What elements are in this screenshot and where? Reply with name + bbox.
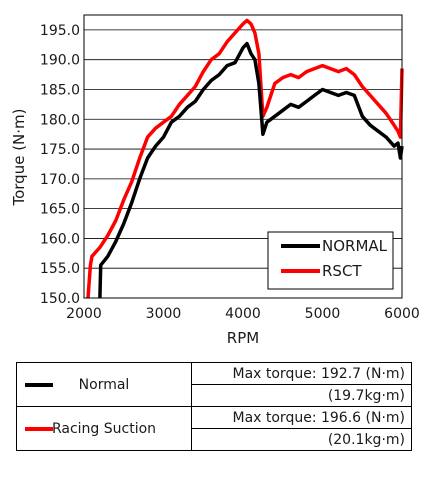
y-tick-label: 185.0 [40, 82, 80, 98]
y-tick-label: 190.0 [40, 53, 80, 69]
kg-value-normal: (19.7kg·m) [191, 384, 412, 407]
chart-gridlines [84, 29, 402, 269]
x-tick-label: 5000 [305, 306, 341, 322]
line-swatch-rsct [25, 426, 53, 431]
torque-summary-table: Normal Max torque: 192.7 (N·m) (19.7kg·m… [16, 362, 412, 451]
legend-label-normal: NORMAL [322, 237, 388, 255]
line-swatch-normal [25, 382, 53, 387]
summary-row-rsct: Racing Suction Max torque: 196.6 (N·m) [16, 406, 412, 451]
y-tick-label: 160.0 [40, 231, 80, 247]
summary-row-normal-kg: (19.7kg·m) [17, 384, 412, 407]
x-tick-labels: 2000 3000 4000 5000 6000 [66, 306, 420, 322]
legend-label-rsct: RSCT [322, 262, 362, 280]
x-tick-label: 2000 [66, 306, 102, 322]
summary-label-rsct: Racing Suction [51, 420, 157, 437]
summary-row-rsct-kg: (20.1kg·m) [17, 428, 412, 451]
x-axis-title: RPM [227, 329, 259, 347]
y-tick-label: 155.0 [40, 261, 80, 277]
y-axis-title: Torque (N·m) [10, 108, 28, 206]
plot-area-frame [83, 14, 403, 299]
chart-series [86, 18, 404, 299]
chart-legend: NORMAL RSCT [267, 231, 394, 290]
y-tick-label: 165.0 [40, 202, 80, 218]
y-tick-label: 150.0 [40, 291, 80, 307]
summary-label-normal: Normal [78, 376, 130, 393]
kg-value-rsct: (20.1kg·m) [191, 428, 412, 451]
y-tick-label: 175.0 [40, 142, 80, 158]
x-tick-label: 6000 [384, 306, 420, 322]
legend-box [267, 231, 394, 290]
x-tick-label: 3000 [146, 306, 182, 322]
series-line-normal [98, 41, 404, 299]
max-torque-normal: Max torque: 192.7 (N·m) [191, 362, 412, 385]
series-line-rsct [86, 18, 404, 299]
y-tick-labels: 150.0 155.0 160.0 165.0 170.0 175.0 180.0 185.0… [40, 23, 80, 307]
summary-row-normal: Normal Max torque: 192.7 (N·m) [16, 362, 412, 407]
max-torque-rsct: Max torque: 196.6 (N·m) [191, 406, 412, 429]
summary-label-cell-rsct: Racing Suction [16, 406, 192, 451]
y-tick-label: 180.0 [40, 112, 80, 128]
y-tick-label: 195.0 [40, 23, 80, 39]
y-tick-label: 170.0 [40, 172, 80, 188]
torque-chart: 150.0 155.0 160.0 165.0 170.0 175.0 180.0 185.0… [10, 14, 420, 347]
x-tick-label: 4000 [225, 306, 261, 322]
summary-label-cell-normal: Normal [16, 362, 192, 407]
